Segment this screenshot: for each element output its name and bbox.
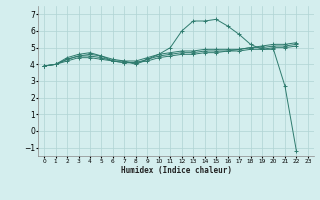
X-axis label: Humidex (Indice chaleur): Humidex (Indice chaleur) [121,166,231,175]
